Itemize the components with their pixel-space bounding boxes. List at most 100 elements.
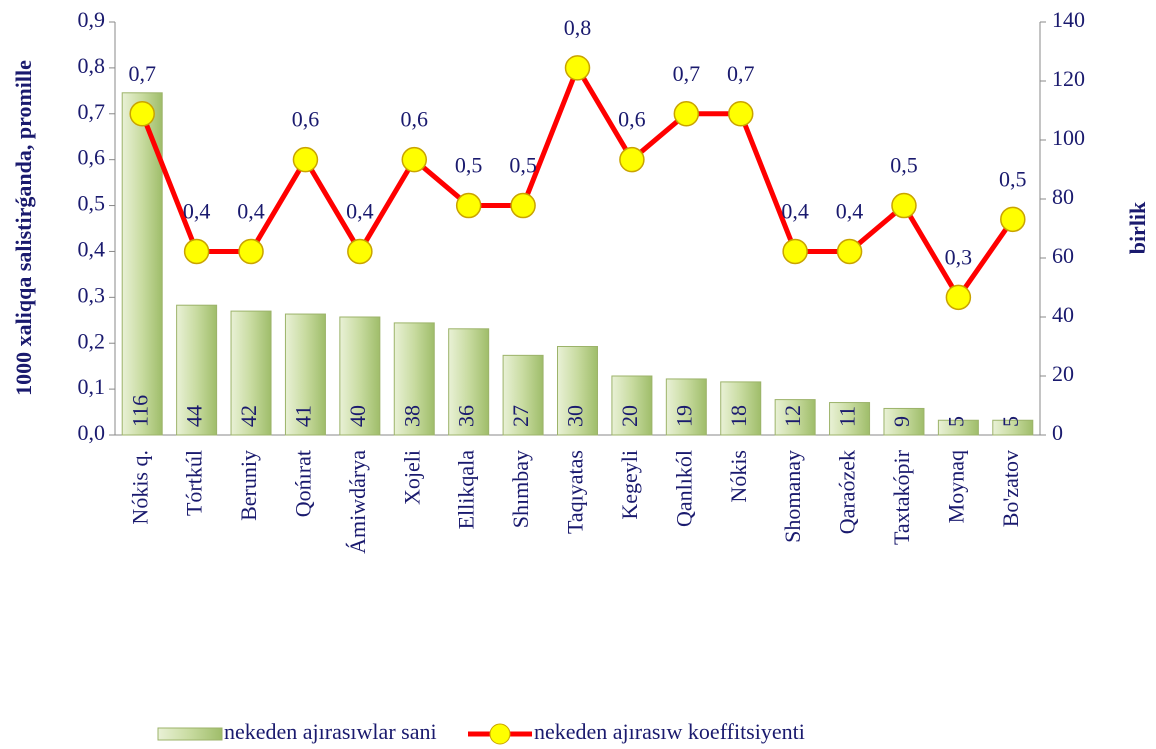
y2-tick-label: 120: [1052, 66, 1085, 91]
bar: [720, 381, 762, 436]
bar: [339, 316, 381, 436]
bar-value-label: 41: [290, 405, 315, 427]
y2-tick-label: 0: [1052, 420, 1063, 445]
y-tick-label: 0,2: [78, 328, 106, 353]
bar: [448, 328, 490, 436]
y-tick-label: 0,0: [78, 420, 106, 445]
marker: [945, 284, 972, 311]
bar-value-label: 19: [671, 405, 696, 427]
bar: [557, 346, 598, 436]
marker: [183, 238, 210, 265]
line: [139, 65, 1015, 300]
line-value-label: 0,4: [781, 198, 809, 223]
line-value-label: 0,7: [727, 61, 755, 86]
marker: [727, 101, 754, 127]
y2-tick-label: 20: [1052, 361, 1074, 386]
x-tick-label: Ámiwdárya: [345, 450, 370, 554]
marker: [347, 238, 373, 265]
bar: [284, 313, 326, 436]
x-tick-label: Nókis q.: [127, 450, 152, 525]
x-tick-label: Moynaq: [943, 450, 968, 523]
line-value-label: 0,8: [564, 15, 592, 40]
y2-tick-label: 140: [1052, 7, 1085, 32]
line-value-label: 0,7: [128, 61, 156, 86]
x-tick-label: Xojeli: [399, 450, 424, 505]
bar-value-label: 27: [508, 405, 533, 427]
x-tick-label: Qaraózek: [835, 450, 860, 534]
bar-value-label: 9: [889, 416, 914, 427]
marker: [782, 238, 808, 265]
line-value-label: 0,4: [346, 198, 374, 223]
legend-marker: [489, 723, 511, 745]
legend-swatch: [157, 727, 223, 741]
bar: [502, 354, 544, 436]
bar-value-label: 18: [726, 405, 751, 427]
y-axis-title: 1000 xaliqqa salistirǵanda, promille: [11, 60, 36, 396]
bar: [937, 419, 979, 436]
bar: [393, 322, 435, 436]
y2-tick-label: 60: [1052, 243, 1074, 268]
x-tick-label: Tórtkúl: [182, 450, 207, 516]
marker: [673, 101, 700, 127]
x-tick-label: Shomanay: [780, 450, 805, 543]
marker: [564, 55, 591, 81]
bar: [992, 419, 1034, 436]
bar-value-label: 116: [127, 395, 152, 427]
marker: [836, 238, 863, 265]
y-tick-label: 0,8: [78, 53, 106, 78]
line-value-label: 0,4: [836, 198, 864, 223]
line-value-label: 0,6: [618, 107, 646, 132]
y-tick-label: 0,5: [78, 191, 106, 216]
y2-tick-label: 80: [1052, 184, 1074, 209]
y-tick-label: 0,3: [78, 282, 106, 307]
x-tick-label: Beruniy: [236, 450, 261, 521]
line-value-label: 0,4: [183, 198, 211, 223]
y2-axis-title: birlik: [1125, 201, 1150, 254]
line-value-label: 0,6: [292, 107, 320, 132]
bar: [883, 407, 925, 436]
line-value-label: 0,5: [999, 166, 1027, 191]
marker: [292, 146, 319, 173]
x-tick-label: Taxtakópir: [889, 449, 914, 545]
bar: [611, 375, 653, 436]
legend-label: nekeden ajırasıw koeffitsiyenti: [534, 719, 805, 744]
line-value-label: 0,5: [455, 153, 483, 178]
x-tick-label: Taqıyatas: [563, 450, 588, 534]
line-value-label: 0,4: [237, 198, 265, 223]
marker: [455, 192, 482, 219]
bar-value-label: 40: [345, 405, 370, 427]
y-tick-label: 0,7: [78, 99, 106, 124]
bar-value-label: 44: [182, 405, 207, 427]
y-tick-label: 0,4: [78, 236, 106, 261]
line-value-label: 0,5: [509, 153, 537, 178]
y2-tick-label: 100: [1052, 125, 1085, 150]
bar-value-label: 5: [943, 416, 968, 427]
bar: [829, 402, 871, 436]
x-tick-label: Nókis: [726, 450, 751, 503]
bar-value-label: 20: [617, 405, 642, 427]
marker: [510, 192, 536, 219]
y-tick-label: 0,9: [78, 7, 106, 32]
line-value-label: 0,5: [890, 153, 918, 178]
bar-value-label: 11: [835, 406, 860, 427]
marker: [129, 101, 155, 127]
x-tick-label: Qanlıkól: [671, 450, 696, 527]
marker: [238, 238, 264, 265]
y-tick-label: 0,6: [78, 145, 106, 170]
x-tick-label: Qońırat: [290, 450, 315, 517]
bar: [230, 310, 272, 436]
line-value-label: 0,7: [673, 61, 701, 86]
bar-value-label: 38: [399, 405, 424, 427]
x-tick-label: Kegeyli: [617, 450, 642, 520]
line-value-label: 0,3: [945, 244, 973, 269]
bar: [176, 304, 218, 436]
bar: [665, 378, 707, 436]
x-tick-label: Ellikqala: [454, 450, 479, 530]
bar: [774, 399, 816, 436]
bar-value-label: 42: [236, 405, 261, 427]
x-tick-label: Bo'zatov: [998, 450, 1023, 527]
line-value-label: 0,6: [401, 107, 429, 132]
marker: [1000, 206, 1026, 233]
bar-value-label: 36: [454, 405, 479, 427]
